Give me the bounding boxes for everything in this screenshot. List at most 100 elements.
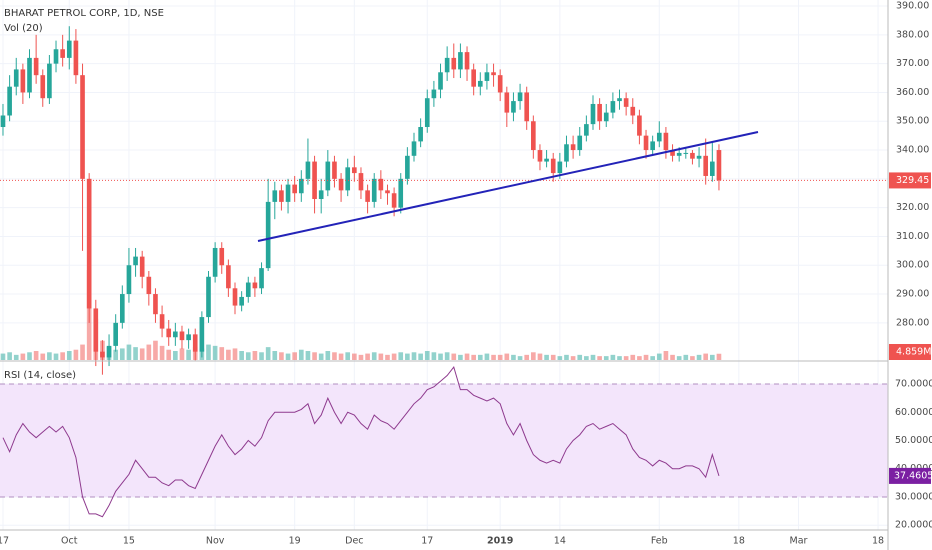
candle-body xyxy=(73,40,79,76)
candle-body xyxy=(66,40,72,58)
candle-body xyxy=(265,201,271,269)
x-tick-label: Dec xyxy=(345,536,363,547)
volume-bar xyxy=(517,356,523,360)
volume-bar xyxy=(60,352,65,360)
candle-body xyxy=(676,152,682,156)
rsi-tick-label: 30.0000 xyxy=(895,491,932,502)
candle-body xyxy=(40,75,46,99)
trend-line xyxy=(257,131,759,242)
volume-bar xyxy=(537,353,543,360)
candle-body xyxy=(279,190,284,202)
candle-body xyxy=(113,322,119,346)
rsi-band xyxy=(0,384,888,497)
candle-body xyxy=(458,52,463,70)
candle-body xyxy=(80,75,85,179)
candle-body xyxy=(119,294,125,323)
candle-body xyxy=(53,49,59,64)
volume-bar xyxy=(398,352,404,360)
candle-body xyxy=(60,49,65,58)
volume-bar xyxy=(232,348,238,360)
volume-bar xyxy=(265,347,271,360)
volume-bar xyxy=(458,354,463,360)
candle-body xyxy=(610,101,616,113)
volume-bar xyxy=(358,354,364,360)
candle-body xyxy=(173,331,178,338)
volume-bar xyxy=(345,352,351,360)
volume-bar xyxy=(312,352,317,360)
volume-bar xyxy=(524,354,530,360)
volume-bar xyxy=(0,353,6,360)
rsi-tick-label: 60.0000 xyxy=(895,407,932,418)
candle-body xyxy=(358,173,364,191)
y-tick-label: 320.00 xyxy=(896,202,929,213)
volume-label-box xyxy=(889,344,931,360)
candle-body xyxy=(371,178,377,202)
candle-body xyxy=(47,63,52,99)
chart-title: BHARAT PETROL CORP, 1D, NSE xyxy=(4,8,164,19)
volume-title: Vol (20) xyxy=(4,23,43,34)
rsi-last-label: 37.4605 xyxy=(894,470,932,481)
volume-bar xyxy=(444,352,450,360)
volume-bar xyxy=(318,353,324,360)
candle-body xyxy=(139,256,145,277)
volume-bar xyxy=(531,352,536,360)
volume-bar xyxy=(577,354,583,360)
candle-body xyxy=(285,184,291,202)
candle-body xyxy=(106,345,112,358)
candle-body xyxy=(710,161,715,176)
y-tick-label: 360.00 xyxy=(896,87,929,98)
volume-bar xyxy=(550,354,556,360)
volume-bar xyxy=(504,353,510,360)
candle-body xyxy=(703,155,709,176)
candle-body xyxy=(100,351,105,358)
volume-bar xyxy=(352,353,357,360)
candle-body xyxy=(206,276,211,318)
candle-body xyxy=(20,69,26,93)
volume-bar xyxy=(557,356,563,360)
candle-body xyxy=(464,52,470,70)
candle-body xyxy=(159,314,165,329)
rsi-tick-label: 50.0000 xyxy=(895,435,932,446)
candle-body xyxy=(597,103,602,122)
candle-body xyxy=(219,247,225,266)
candle-body xyxy=(93,308,99,352)
volume-bar xyxy=(670,354,675,360)
candle-body xyxy=(212,247,218,277)
candle-body xyxy=(226,265,231,289)
candle-body xyxy=(411,141,417,156)
candle-body xyxy=(537,150,543,162)
volume-bar xyxy=(279,352,284,360)
volume-bar xyxy=(570,356,576,360)
y-tick-label: 290.00 xyxy=(896,289,929,300)
candle-body xyxy=(345,167,351,191)
x-tick-label: Oct xyxy=(61,536,78,547)
candle-body xyxy=(7,86,12,116)
volume-bar xyxy=(650,356,655,360)
volume-bar xyxy=(564,354,569,360)
x-tick-label: 15 xyxy=(123,536,135,547)
volume-bar xyxy=(484,353,490,360)
volume-bar xyxy=(113,349,119,360)
candle-body xyxy=(332,161,337,179)
volume-bar xyxy=(206,344,211,360)
last-price-box xyxy=(889,172,931,189)
volume-bar xyxy=(610,354,616,360)
volume-bar xyxy=(411,352,417,360)
candle-body xyxy=(511,101,516,113)
volume-bar xyxy=(676,356,682,360)
candle-body xyxy=(517,92,523,102)
candle-body xyxy=(564,144,569,162)
volume-bar xyxy=(7,352,12,360)
x-tick-label: Feb xyxy=(651,536,668,547)
volume-bar xyxy=(146,344,152,360)
candle-body xyxy=(292,184,297,194)
candle-body xyxy=(13,69,19,87)
volume-bar xyxy=(418,353,423,360)
candle-body xyxy=(590,103,596,125)
candle-body xyxy=(577,135,583,151)
candle-body xyxy=(623,98,629,107)
volume-bar xyxy=(179,348,185,360)
candle-body xyxy=(584,124,589,136)
